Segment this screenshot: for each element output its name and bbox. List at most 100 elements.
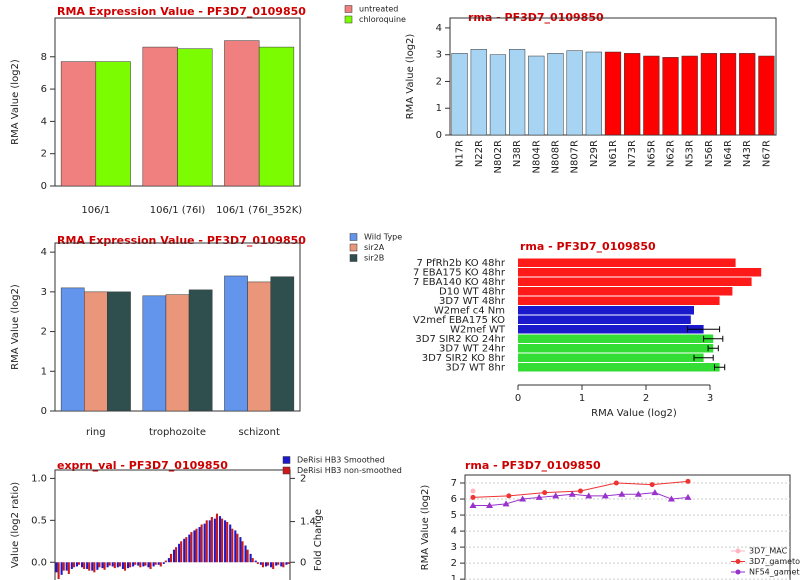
x-tick-label: 106/1 (76I)	[150, 205, 206, 216]
x-tick-label: N804R	[531, 140, 542, 174]
bar	[624, 53, 641, 136]
bar	[190, 532, 193, 563]
bar	[251, 558, 254, 563]
bar	[188, 289, 213, 412]
bar	[518, 325, 704, 334]
x-axis-label: RMA Value (log2)	[591, 408, 677, 419]
bar	[489, 54, 507, 136]
y-tick-label: 2	[451, 558, 457, 569]
bar	[224, 40, 260, 187]
bar	[246, 549, 249, 563]
bar	[77, 562, 81, 565]
bar	[285, 562, 288, 565]
chart-title: rma - PF3D7_0109850	[465, 459, 601, 472]
bar	[208, 520, 211, 563]
y-tick-label: 4	[436, 23, 442, 34]
bar	[152, 562, 155, 567]
y-tick-label: 4	[41, 116, 47, 127]
point	[542, 490, 548, 496]
bar	[84, 291, 108, 412]
y-axis-label: RMA Value (log2)	[10, 59, 21, 145]
x-tick-label: N808R	[550, 140, 561, 174]
y-tick-label: 3	[436, 50, 442, 61]
bar	[700, 53, 717, 136]
bar	[72, 562, 75, 568]
bar	[518, 258, 736, 267]
bar	[224, 275, 248, 412]
chart-title: RMA Expression Value - PF3D7_0109850	[57, 234, 306, 247]
bar	[162, 562, 165, 564]
x-tick-label: N802R	[493, 140, 504, 174]
legend-label: Wild Type	[364, 233, 402, 242]
point	[601, 492, 609, 499]
legend-swatch	[282, 456, 291, 464]
y-tick-label: 0.0	[31, 557, 47, 568]
bar	[95, 61, 131, 187]
y-tick-label: 1	[436, 103, 442, 114]
point	[634, 490, 642, 497]
bar	[142, 295, 167, 412]
point	[578, 488, 583, 494]
point	[486, 501, 494, 508]
plot-frame	[54, 469, 291, 580]
bar	[518, 277, 752, 286]
bar	[215, 513, 219, 563]
point	[469, 501, 477, 508]
legend-marker	[735, 569, 741, 575]
y2-tick-label: 0	[300, 557, 306, 568]
y-tick-label: 0	[41, 181, 47, 192]
bar	[60, 61, 97, 187]
point	[649, 482, 655, 488]
bar	[129, 562, 132, 568]
chart-title: RMA Expression Value - PF3D7_0109850	[57, 5, 306, 18]
bar	[126, 562, 130, 569]
bar	[518, 334, 714, 343]
bar	[739, 53, 756, 136]
bar	[254, 560, 257, 563]
y-axis-label: Value (log2 ratio)	[10, 482, 21, 568]
y2-tick-label: 2	[300, 473, 306, 484]
bar	[83, 562, 86, 569]
x-tick-label: 0	[515, 393, 521, 404]
legend-marker	[735, 559, 741, 564]
x-tick-label: 3	[707, 393, 713, 404]
y-tick-label: 2	[41, 327, 47, 338]
y2-tick-label: 1.4	[300, 517, 316, 528]
y-tick-label: 6	[451, 494, 457, 505]
point	[470, 494, 476, 500]
y-tick-label: 7 PfRh2b KO 48hr	[416, 258, 505, 269]
point	[552, 492, 560, 499]
bar	[547, 53, 564, 136]
bar	[144, 562, 147, 566]
bar	[91, 562, 94, 571]
y-tick-label: 7 EBA140 KO 48hr	[413, 277, 506, 288]
bar	[509, 49, 526, 136]
legend-label: NF54_gametoc	[749, 568, 800, 577]
bar	[518, 315, 691, 324]
bar	[113, 562, 116, 569]
bar	[157, 562, 160, 565]
bar	[264, 562, 268, 567]
legend-label: 3D7_gametocy	[749, 557, 800, 566]
bar	[275, 562, 278, 566]
bar	[231, 528, 234, 563]
point	[685, 478, 691, 484]
y-tick-label: 7 EBA175 KO 48hr	[413, 267, 506, 278]
legend-label: 3D7_MAC	[749, 547, 788, 556]
bar	[96, 562, 99, 570]
y-tick-label: 8	[41, 52, 47, 63]
x-tick-label: N62R	[666, 140, 677, 167]
bar	[149, 562, 152, 569]
bar	[142, 562, 145, 567]
bar	[210, 516, 213, 563]
bar	[270, 562, 273, 568]
bar	[277, 562, 280, 565]
bar	[518, 344, 714, 353]
x-tick-label: N43R	[742, 140, 753, 167]
bar	[518, 363, 720, 372]
bar	[116, 562, 119, 568]
bar	[132, 562, 135, 567]
bar	[88, 562, 91, 571]
legend-swatch	[349, 254, 358, 262]
